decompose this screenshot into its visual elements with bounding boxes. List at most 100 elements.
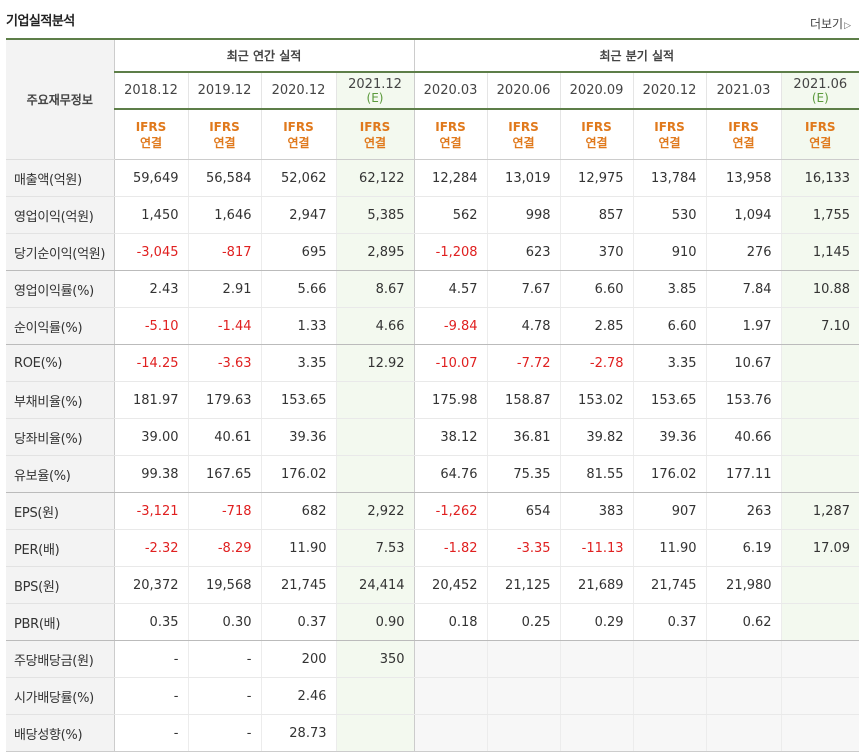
period-date: 2021.12	[348, 76, 402, 92]
table-cell	[780, 714, 860, 752]
table-cell: 158.87	[486, 381, 561, 419]
table-cell: 153.65	[632, 381, 707, 419]
table-cell: 0.37	[632, 603, 707, 641]
table-row: 배당성향(%) - -28.73	[6, 714, 860, 752]
table-cell: 62,122	[335, 159, 415, 197]
row-label: 순이익률(%)	[6, 307, 115, 345]
period-date: 2020.09	[569, 83, 624, 98]
table-cell: 153.76	[705, 381, 782, 419]
row-label: 영업이익(억원)	[6, 196, 115, 234]
section-title: 기업실적분석	[6, 14, 75, 29]
table-cell: 562	[413, 196, 488, 234]
standard-consolidated: 연결	[585, 135, 608, 150]
table-cell	[780, 566, 860, 604]
accounting-standard: IFRS 연결	[780, 108, 860, 160]
standard-ifrs: IFRS	[209, 119, 240, 134]
table-cell: 12,975	[559, 159, 634, 197]
table-cell: -7.72	[486, 344, 561, 382]
table-cell	[780, 640, 860, 678]
standard-consolidated: 연결	[732, 135, 755, 150]
accounting-standard: IFRS 연결	[113, 108, 188, 160]
table-cell	[632, 714, 707, 752]
table-cell: 176.02	[260, 455, 336, 493]
table-cell: 2.91	[187, 270, 261, 308]
table-cell: 2,947	[260, 196, 336, 234]
table-cell	[335, 455, 415, 493]
row-label: 당기순이익(억원)	[6, 233, 115, 271]
period-date: 2020.12	[642, 83, 697, 98]
table-cell: 11.90	[260, 529, 336, 567]
more-link[interactable]: 더보기▷	[810, 15, 851, 32]
accounting-standard: IFRS 연결	[187, 108, 261, 160]
period-header: 2020.06	[486, 71, 561, 110]
table-cell: 21,745	[632, 566, 707, 604]
table-row: ROE(%) -14.25 -3.63 3.35 12.92 -10.07 -7.72 -2.…	[6, 344, 860, 382]
row-label: 영업이익률(%)	[6, 270, 115, 308]
table-row: 부채비율(%) 181.97 179.63 153.65 175.98 158.87 153…	[6, 381, 860, 419]
table-cell: 13,019	[486, 159, 561, 197]
table-cell: 910	[632, 233, 707, 271]
table-row: 순이익률(%) -5.10 -1.44 1.33 4.66 -9.84 4.78 2.85 6.…	[6, 307, 860, 345]
table-cell: 695	[260, 233, 336, 271]
table-cell	[780, 455, 860, 493]
period-date: 2018.12	[124, 83, 178, 98]
table-cell: 40.61	[187, 418, 261, 456]
table-cell: 181.97	[113, 381, 188, 419]
table-cell: 370	[559, 233, 634, 271]
table-cell: -9.84	[413, 307, 488, 345]
table-cell: 39.00	[113, 418, 188, 456]
table-cell: 4.66	[335, 307, 415, 345]
table-cell: 28.73	[260, 714, 336, 752]
period-header: 2018.12	[113, 71, 188, 110]
period-header: 2021.06 (E)	[780, 71, 860, 110]
table-row: 매출액(억원) 59,649 56,584 52,062 62,122 12,284 13,…	[6, 159, 860, 197]
table-cell: 0.25	[486, 603, 561, 641]
standard-ifrs: IFRS	[581, 119, 612, 134]
table-cell: 16,133	[780, 159, 860, 197]
table-cell: -10.07	[413, 344, 488, 382]
table-cell: 13,958	[705, 159, 782, 197]
table-cell: 56,584	[187, 159, 261, 197]
table-cell: -718	[187, 492, 261, 530]
table-cell: 75.35	[486, 455, 561, 493]
table-cell	[705, 677, 782, 715]
period-date: 2020.03	[423, 83, 478, 98]
table-cell: 1.97	[705, 307, 782, 345]
table-cell	[335, 418, 415, 456]
table-cell	[632, 677, 707, 715]
standard-ifrs: IFRS	[805, 119, 836, 134]
period-header: 2021.03	[705, 71, 782, 110]
table-cell: 7.10	[780, 307, 860, 345]
table-cell	[780, 418, 860, 456]
table-cell: 38.12	[413, 418, 488, 456]
more-label: 더보기	[809, 17, 844, 31]
table-cell: 4.78	[486, 307, 561, 345]
table-cell: 6.60	[559, 270, 634, 308]
table-cell: 8.67	[335, 270, 415, 308]
row-label: 유보율(%)	[6, 455, 115, 493]
standard-ifrs: IFRS	[135, 119, 167, 134]
standard-consolidated: 연결	[809, 135, 832, 150]
table-cell: 13,784	[632, 159, 707, 197]
period-date: 2021.06	[793, 76, 848, 92]
table-cell: 1.33	[260, 307, 336, 345]
table-cell: 64.76	[413, 455, 488, 493]
row-label: ROE(%)	[6, 344, 115, 382]
table-cell: 7.84	[705, 270, 782, 308]
table-cell: 40.66	[705, 418, 782, 456]
table-cell: 179.63	[187, 381, 261, 419]
table-cell	[780, 603, 860, 641]
table-cell	[335, 714, 415, 752]
period-date: 2019.12	[197, 83, 252, 98]
accounting-standard: IFRS 연결	[413, 108, 488, 160]
arrow-right-icon: ▷	[844, 21, 851, 31]
table-cell: 17.09	[780, 529, 860, 567]
period-header: 2020.12	[260, 71, 336, 110]
standard-ifrs: IFRS	[728, 119, 759, 134]
table-row: 주당배당금(원) - -200 350	[6, 640, 860, 678]
table-cell: -3.35	[486, 529, 561, 567]
table-cell: 12,284	[413, 159, 488, 197]
table-cell: 654	[486, 492, 561, 530]
table-row: 당기순이익(억원) -3,045 -817 695 2,895 -1,208 623 370 9…	[6, 233, 860, 271]
table-cell: 1,094	[705, 196, 782, 234]
